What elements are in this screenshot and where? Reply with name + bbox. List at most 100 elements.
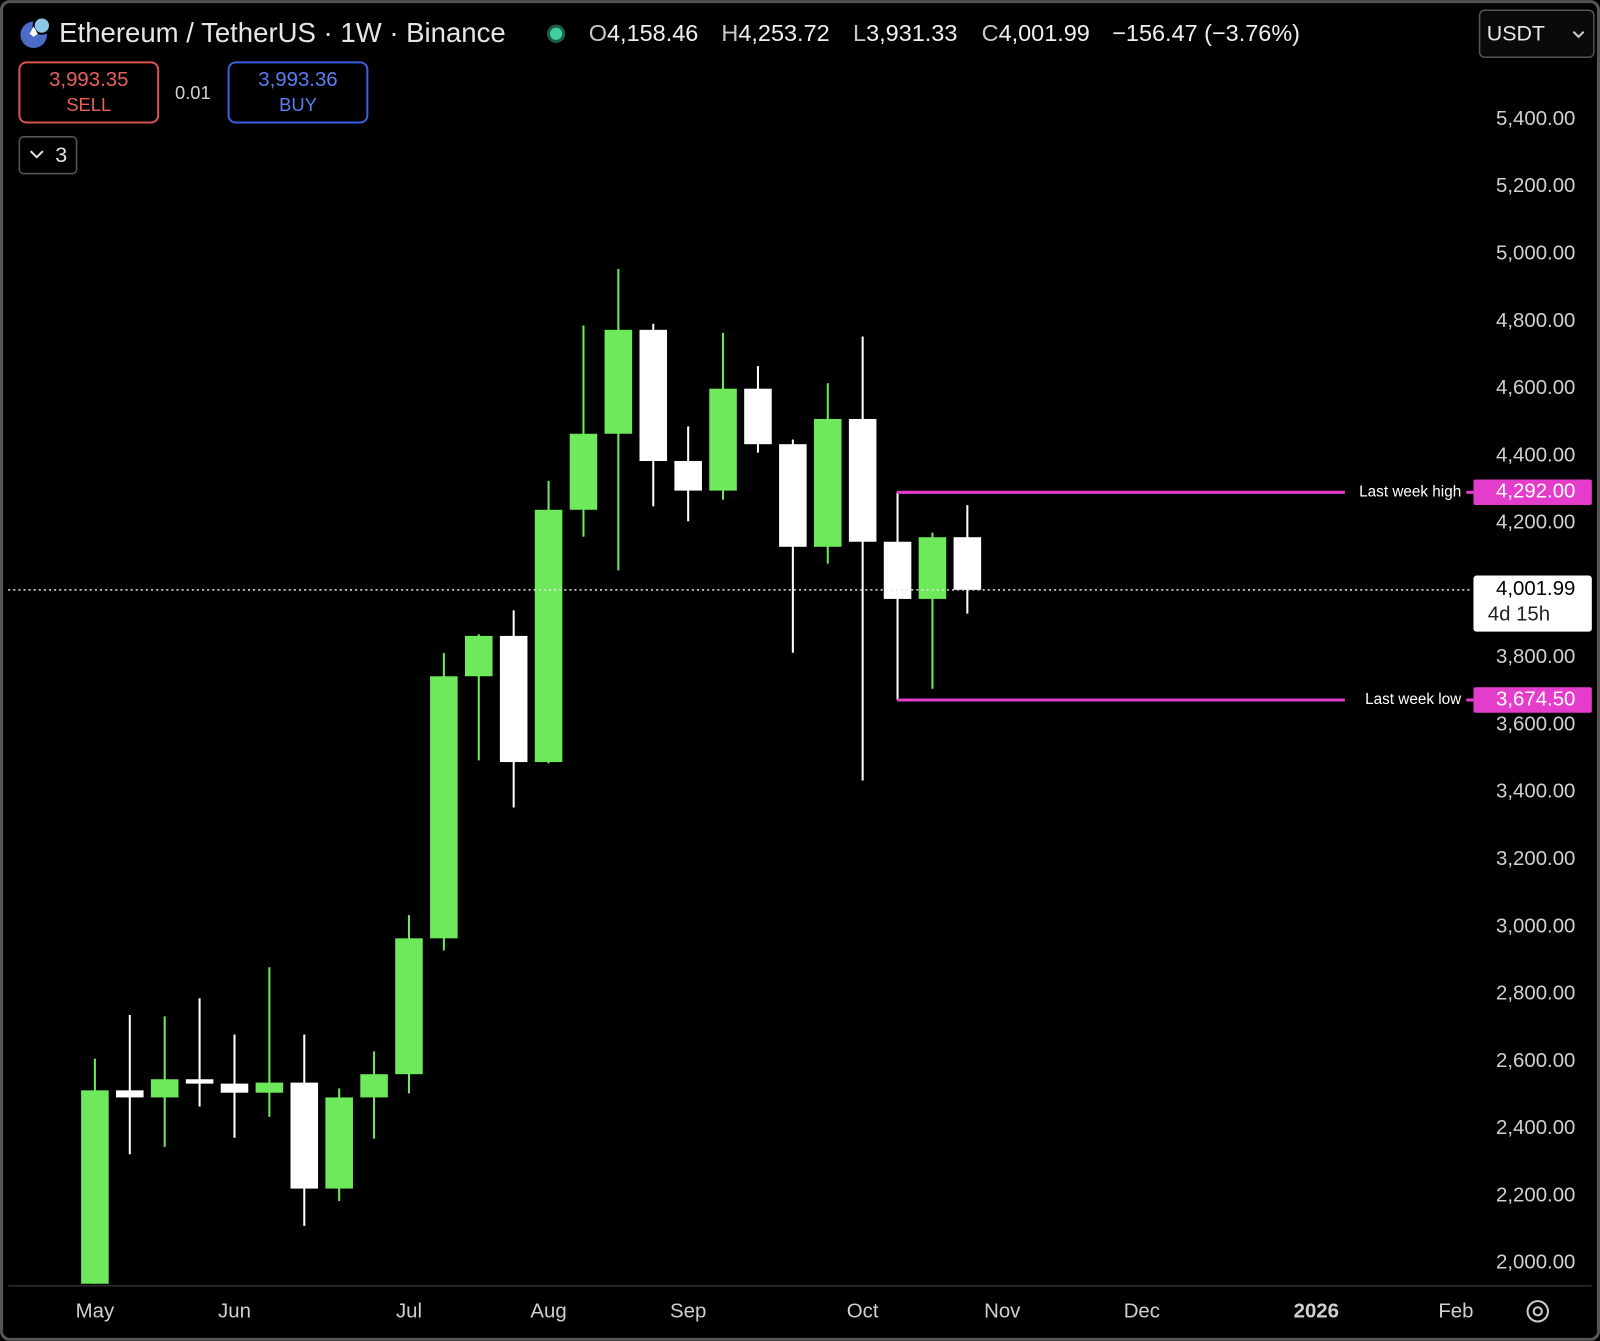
candle-body (639, 329, 668, 462)
ohlc-key: H (721, 20, 738, 46)
candle-body (290, 1082, 319, 1189)
chevron (29, 150, 44, 159)
ohlc-open: O4,158.46 (589, 20, 699, 46)
x-tick-label: Dec (1124, 1301, 1160, 1323)
currency-label[interactable]: USDT (1487, 21, 1545, 45)
y-tick-label: 3,000.00 (1496, 915, 1575, 937)
plot-area (81, 268, 982, 1284)
ohlc-value: 3,931.33 (866, 20, 957, 46)
y-tick-label: 3,800.00 (1496, 646, 1575, 668)
candle-body (499, 635, 528, 763)
last-price-label: 4,001.99 (1496, 578, 1575, 600)
ohlc-key: O (589, 20, 607, 46)
ohlc-low: L3,931.33 (853, 20, 957, 46)
y-tick-label: 4,800.00 (1496, 310, 1575, 332)
candle-body (430, 676, 458, 939)
ohlc-high: H4,253.72 (721, 20, 829, 46)
indicators-box[interactable] (18, 136, 78, 175)
buy-label[interactable]: BUY (279, 94, 317, 115)
y-tick-label: 2,200.00 (1496, 1184, 1575, 1206)
countdown: 4d 15h (1488, 604, 1550, 626)
y-tick-label: 3,600.00 (1496, 713, 1575, 735)
status-dot-inner (550, 27, 563, 40)
spread: 0.01 (175, 82, 211, 103)
candle-body (150, 1079, 179, 1098)
y-tick-label: 3,200.00 (1496, 848, 1575, 870)
annotation-text: Last week high (1359, 483, 1461, 500)
candle-body (569, 433, 598, 510)
y-tick-label: 4,400.00 (1496, 444, 1575, 466)
x-tick-label: Feb (1438, 1301, 1473, 1323)
y-tick-label: 5,000.00 (1496, 243, 1575, 265)
candle-body (848, 418, 877, 542)
x-tick-label: Nov (984, 1301, 1021, 1323)
price-change: −156.47 (−3.76%) (1112, 20, 1300, 46)
y-tick-label: 2,800.00 (1496, 983, 1575, 1005)
annotation-text: Last week low (1365, 691, 1462, 708)
candle-body (220, 1083, 249, 1093)
candle-body (116, 1090, 144, 1098)
buy-button[interactable]: 3,993.36 BUY (227, 61, 369, 124)
y-tick-label: 2,400.00 (1496, 1117, 1575, 1139)
x-tick-label: May (76, 1301, 115, 1323)
candle-body (709, 388, 737, 491)
annotation-label: 4,292.00 (1496, 481, 1575, 503)
candle-body (813, 418, 842, 547)
currency-box[interactable] (1478, 9, 1595, 59)
candle-body (534, 509, 563, 763)
candle-body (395, 938, 423, 1075)
candle-body (744, 388, 772, 445)
symbol-title: Ethereum / TetherUS · 1W · Binance (59, 17, 506, 48)
sell-box[interactable] (18, 61, 160, 124)
y-tick-label: 4,600.00 (1496, 377, 1575, 399)
x-tick-label: 2026 (1294, 1301, 1339, 1323)
candle-body (325, 1097, 353, 1189)
y-tick-label: 5,200.00 (1496, 175, 1575, 197)
buy-box[interactable] (227, 61, 369, 124)
overlay: 2,000.00 2,200.00 2,400.00 2,600.00 2,800.00… (8, 108, 1592, 1323)
candle-body (81, 1090, 109, 1284)
candle-body (953, 537, 982, 590)
y-tick-label: 2,600.00 (1496, 1050, 1575, 1072)
ohlc-close: C4,001.99 (982, 20, 1090, 46)
annotation-label: 3,674.50 (1496, 688, 1575, 710)
y-tick-label: 4,200.00 (1496, 512, 1575, 534)
sell-price[interactable]: 3,993.35 (49, 69, 128, 91)
candle-body (465, 635, 493, 677)
x-tick-label: Oct (847, 1301, 879, 1323)
y-tick-label: 3,400.00 (1496, 781, 1575, 803)
candle-body (255, 1082, 284, 1093)
ohlc-key: C (982, 20, 999, 46)
annotation-label-box (1473, 687, 1592, 713)
ohlc-value: 4,158.46 (607, 20, 698, 46)
ohlc-value: 4,001.99 (999, 20, 1090, 46)
x-tick-label: Sep (670, 1301, 706, 1323)
sell-button[interactable]: 3,993.35 SELL (18, 61, 160, 124)
currency-select[interactable]: USDT (1478, 9, 1595, 59)
x-tick-label: Aug (530, 1301, 566, 1323)
symbol-icon (20, 16, 52, 49)
y-tick-label: 2,000.00 (1496, 1252, 1575, 1274)
indicators-count[interactable]: 3 (55, 143, 67, 167)
candle-body (185, 1079, 214, 1084)
candle-body (360, 1074, 388, 1098)
indicators-toggle[interactable]: 3 (18, 136, 78, 175)
annotation-label-box (1473, 479, 1592, 506)
ohlc-value: 4,253.72 (738, 20, 829, 46)
last-price-box (1473, 575, 1592, 632)
settings-icon[interactable] (1526, 1300, 1549, 1323)
candle-body (674, 461, 702, 491)
sell-label[interactable]: SELL (66, 94, 111, 115)
buy-price[interactable]: 3,993.36 (258, 69, 337, 91)
candle-body (604, 329, 633, 434)
chevron (1572, 31, 1585, 39)
x-tick-label: Jun (218, 1301, 251, 1323)
candle-body (918, 537, 947, 599)
x-tick-label: Jul (396, 1301, 422, 1323)
y-tick-label: 5,400.00 (1496, 108, 1575, 130)
candle-body (779, 444, 807, 547)
ohlc-key: L (853, 20, 866, 46)
